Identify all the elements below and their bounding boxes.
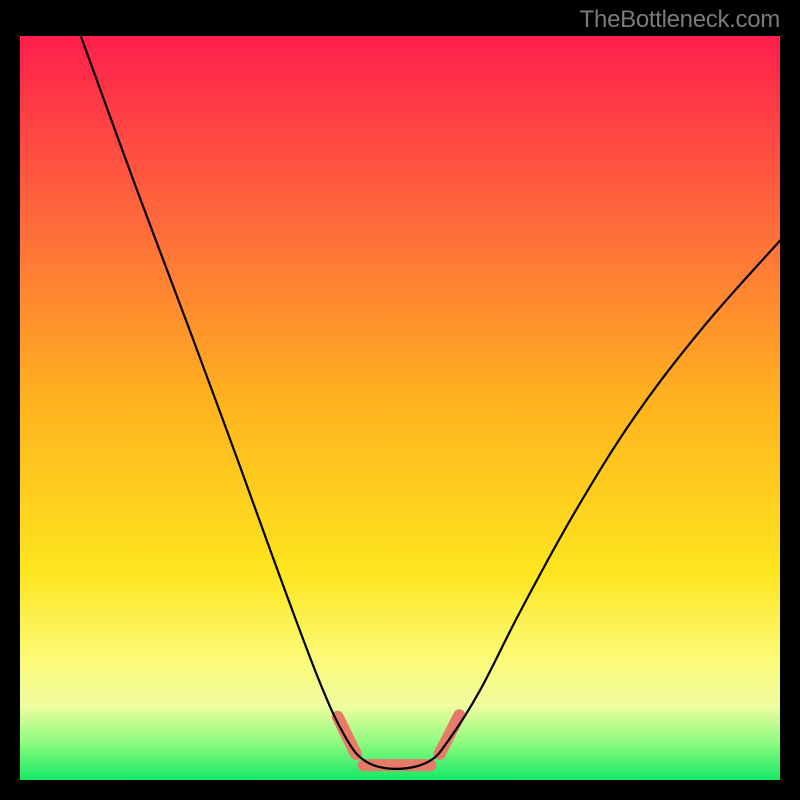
- source-attribution: TheBottleneck.com: [580, 6, 780, 34]
- accent-segments: [338, 715, 460, 765]
- chart-overlay: [20, 36, 780, 780]
- chart-frame: TheBottleneck.com: [0, 0, 800, 800]
- bottleneck-curve: [81, 36, 780, 769]
